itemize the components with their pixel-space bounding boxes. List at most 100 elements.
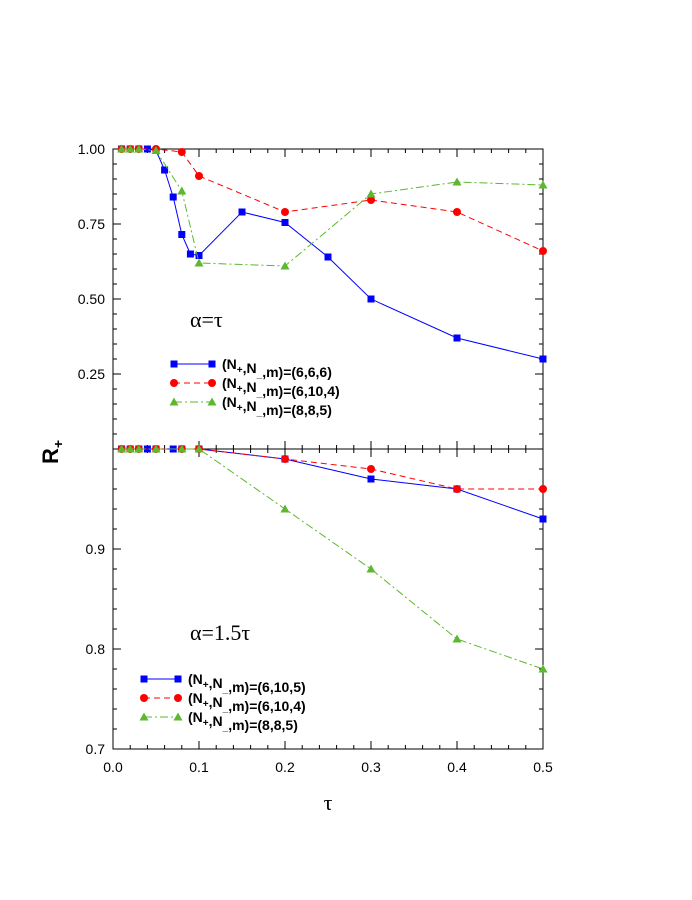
legend-marker [174,694,182,702]
series-path [121,448,544,670]
series-line-3 [117,144,548,270]
data-point [367,475,375,483]
data-point [281,455,289,463]
legend-label-part: N [193,671,203,687]
legend-label-part: N [227,356,237,372]
data-point [453,208,461,216]
legend-label-part: ,m)=(6,10,5) [228,679,305,695]
legend-marker [170,379,178,387]
data-point [125,444,135,453]
y-tick-label: 0.50 [78,291,105,307]
legend-label-part: ( [188,690,193,706]
panel-1: 0.250.500.751.00α=τ(N+,N_,m)=(6,6,6)(N+,… [78,141,548,450]
legend-label-sub: + [203,699,209,710]
plot-frame [112,448,544,750]
legend-label-part: N [247,398,257,414]
legend-label-part: N [213,713,223,729]
legend-marker [208,360,216,368]
data-point [194,258,204,267]
data-point [452,177,462,186]
panel-annotation: α=τ [190,307,223,332]
legend-label-sub: _ [256,388,263,399]
data-point [194,444,204,453]
data-point [186,250,194,258]
data-point [453,485,461,493]
data-point [161,166,169,174]
data-point [538,664,548,673]
data-point [177,444,187,453]
data-point [195,172,203,180]
legend-label-sub: + [237,403,243,414]
legend-marker [139,712,149,721]
data-point [539,515,547,523]
legend-label-part: N [227,394,237,410]
data-point [238,208,246,216]
data-point [452,634,462,643]
data-point [539,355,547,363]
legend-label-sub: _ [222,722,229,733]
legend-marker [173,712,183,721]
legend-marker [207,397,217,406]
legend-label-part: N [227,375,237,391]
legend-label-sub: + [237,384,243,395]
legend-label: (N+,N_,m)=(8,8,5) [188,709,298,733]
series-path [121,448,543,490]
data-point [538,180,548,189]
series-line-1 [118,445,547,523]
data-point [367,295,375,303]
data-point [117,444,127,453]
series-line-1 [118,145,547,363]
legend-label-part: N [247,360,257,376]
data-point [281,208,289,216]
data-point [539,247,547,255]
panel-annotation: α=1.5τ [190,620,250,645]
legend-label-part: ( [222,375,227,391]
legend-label-part: ,m)=(6,10,4) [228,698,305,714]
data-point [151,444,161,453]
data-point [366,564,376,573]
data-point [178,231,186,238]
legend-marker [140,694,148,702]
legend: (N+,N_,m)=(6,10,5)(N+,N_,m)=(6,10,4)(N+,… [139,671,306,733]
data-point [177,148,186,156]
data-point [134,144,144,153]
legend-label-part: ( [222,394,227,410]
data-point [539,485,547,493]
legend-label-part: ,m)=(8,8,5) [262,402,332,418]
legend-label-part: N [193,690,203,706]
legend-label-part: ,m)=(8,8,5) [228,717,298,733]
series-path [121,148,544,360]
x-tick-label: 0.4 [447,759,467,775]
y-tick-label: 0.25 [78,366,105,382]
y-tick-label: 0.7 [86,741,106,757]
y-tick-label: 1.00 [78,141,105,157]
y-axis-label: R+ [38,440,66,464]
series-line-2 [117,145,547,255]
legend: (N+,N_,m)=(6,6,6)(N+,N_,m)=(6,10,4)(N+,N… [169,356,340,418]
legend-marker [140,675,148,683]
y-tick-label: 0.75 [78,216,105,232]
legend-label-part: ( [222,356,227,372]
legend-label: (N+,N_,m)=(6,10,4) [188,690,306,714]
series-line-3 [117,444,548,673]
legend-label-part: , [243,360,247,376]
data-point [280,504,290,513]
legend-label-part: N [213,675,223,691]
legend-marker [169,397,179,406]
legend-label-sub: + [237,365,243,376]
x-axis-label: τ [324,790,333,815]
y-axis-label-main: R [38,448,63,464]
x-tick-label: 0.5 [533,759,553,775]
legend-label-part: ,m)=(6,10,4) [262,383,339,399]
data-point [151,146,161,154]
data-point [367,196,375,204]
legend-label-part: , [209,694,213,710]
legend-label-sub: + [203,718,209,729]
legend-label: (N+,N_,m)=(6,10,4) [222,375,340,399]
data-point [324,253,332,261]
x-tick-label: 0.0 [103,759,123,775]
legend-label-part: ( [188,709,193,725]
panel-2: 0.70.80.9α=1.5τ(N+,N_,m)=(6,10,5)(N+,N_,… [86,444,548,757]
legend-label-sub: _ [256,369,263,380]
